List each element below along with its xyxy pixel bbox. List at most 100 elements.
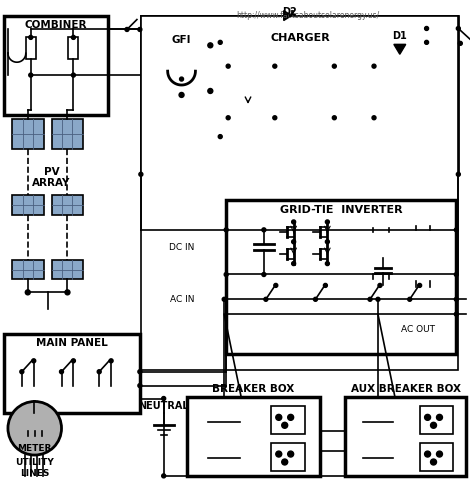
Circle shape [264,297,268,301]
Circle shape [224,272,228,277]
Circle shape [276,415,282,420]
Bar [271,443,305,471]
Bar [419,443,453,471]
Circle shape [138,384,142,388]
Circle shape [425,40,428,44]
Circle shape [32,359,36,363]
Circle shape [162,474,166,478]
Bar [12,119,44,148]
Circle shape [376,297,380,301]
Circle shape [378,283,382,287]
Circle shape [372,116,376,120]
Circle shape [418,283,422,287]
Circle shape [455,312,458,316]
Circle shape [60,370,64,374]
Circle shape [425,27,428,30]
Circle shape [456,27,460,30]
Text: METER: METER [18,443,52,453]
Bar [68,38,78,59]
Circle shape [274,283,278,287]
Circle shape [109,359,113,363]
Text: D1: D1 [392,31,407,41]
Circle shape [179,93,184,97]
Text: BREAKER BOX: BREAKER BOX [212,384,294,394]
Circle shape [180,77,183,81]
Circle shape [282,422,288,428]
Circle shape [425,451,430,457]
Circle shape [313,297,318,301]
Circle shape [8,402,62,455]
Circle shape [226,116,230,120]
Circle shape [437,415,442,420]
Text: AC OUT: AC OUT [401,324,435,334]
Circle shape [125,27,129,31]
Circle shape [455,228,458,232]
Circle shape [226,64,230,68]
Circle shape [430,422,437,428]
Circle shape [29,35,33,40]
Text: MAIN PANEL: MAIN PANEL [36,338,107,348]
Text: COMBINER: COMBINER [24,19,87,29]
Text: GFI: GFI [172,35,191,45]
Circle shape [288,415,294,420]
Text: http://www.factsaboutsolarenergy.us/: http://www.factsaboutsolarenergy.us/ [236,11,379,20]
Circle shape [425,415,430,420]
Text: PV: PV [44,167,59,177]
Circle shape [72,35,75,40]
Circle shape [138,27,142,31]
Circle shape [97,370,101,374]
Bar [345,397,466,476]
Bar [4,334,140,414]
Circle shape [273,116,277,120]
Bar [12,195,44,215]
Circle shape [262,228,266,232]
Bar [220,28,382,150]
Circle shape [276,451,282,457]
Circle shape [325,262,329,266]
Circle shape [29,73,33,77]
Circle shape [162,397,166,401]
Circle shape [208,89,213,94]
Bar [52,260,83,280]
Circle shape [292,220,296,224]
Bar [271,406,305,434]
Bar [141,15,458,370]
Bar [12,260,44,280]
Circle shape [208,43,213,48]
Circle shape [292,262,296,266]
Circle shape [430,459,437,465]
Circle shape [368,297,372,301]
Circle shape [139,173,143,176]
Circle shape [282,459,288,465]
Circle shape [325,220,329,224]
Bar [153,31,210,148]
Circle shape [218,40,222,44]
Circle shape [273,64,277,68]
Circle shape [72,359,75,363]
Bar [52,119,83,148]
Text: D2: D2 [283,7,297,16]
Circle shape [456,173,460,176]
Circle shape [288,451,294,457]
Circle shape [325,240,329,244]
Circle shape [332,116,337,120]
Text: UTILITY
LINES: UTILITY LINES [15,458,54,478]
Circle shape [222,297,226,301]
Circle shape [65,290,70,295]
Circle shape [292,240,296,244]
Circle shape [458,41,462,45]
Circle shape [20,370,24,374]
Text: AC IN: AC IN [170,295,194,304]
Circle shape [437,451,442,457]
Text: DC IN: DC IN [169,243,194,252]
Circle shape [332,64,337,68]
Text: ARRAY: ARRAY [32,178,71,188]
Circle shape [218,134,222,139]
Bar [26,38,36,59]
Polygon shape [394,44,406,54]
Circle shape [138,370,142,374]
Circle shape [25,290,30,295]
Circle shape [455,272,458,277]
Circle shape [408,297,412,301]
Circle shape [372,64,376,68]
